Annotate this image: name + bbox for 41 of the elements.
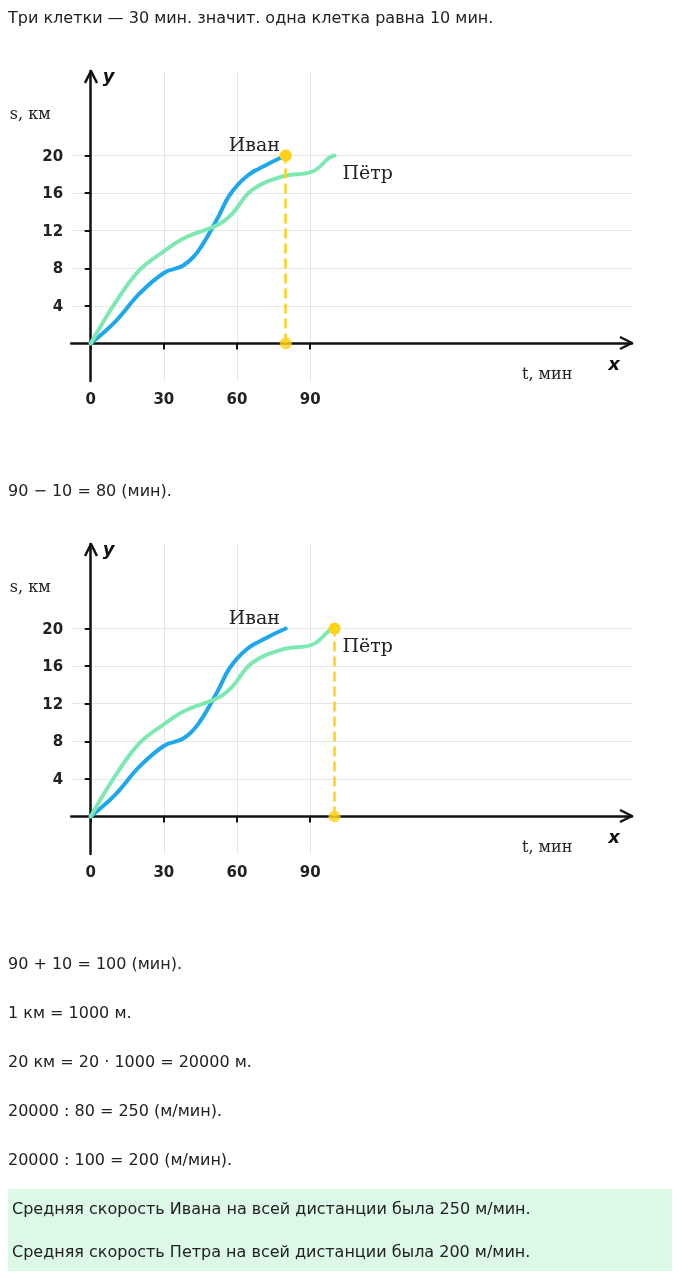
y-tick-label: 4	[52, 769, 64, 788]
text: Средняя скорость Ивана на всей дистанции была 250 м/мин.	[12, 1199, 532, 1218]
line-series	[88, 626, 288, 819]
text: 90 − 10 = 80 (мин).	[8, 481, 173, 500]
text: 20 км = 20 · 1000 = 20000 м.	[8, 1052, 253, 1071]
y-tick-label: 16	[42, 184, 64, 203]
y-axis-title: s, км	[9, 576, 51, 596]
series-label: Иван	[228, 132, 281, 155]
text: 20000 : 100 = 200 (м/мин).	[8, 1150, 234, 1169]
annotation: y	[102, 64, 116, 86]
chart-title: Три клетки — 30 мин. значит. одна клетка равна 10 мин.	[8, 8, 495, 27]
x-tick-label: 0	[85, 862, 96, 881]
annotation: x	[607, 825, 622, 847]
x-tick-label: 30	[153, 862, 175, 881]
x-axis-title: t, мин	[522, 363, 573, 383]
text: 1 км = 1000 м.	[8, 1003, 133, 1022]
series-label: Иван	[228, 605, 281, 628]
y-tick-label: 8	[52, 259, 64, 278]
y-axis-title: s, км	[9, 103, 51, 123]
text: Средняя скорость Петра на всей дистанции была 200 м/мин.	[12, 1242, 532, 1261]
y-tick-label: 12	[42, 221, 64, 240]
x-tick-label: 90	[299, 389, 321, 408]
y-tick-label: 20	[42, 619, 64, 638]
x-tick-label: 90	[299, 862, 321, 881]
x-axis-title: t, мин	[522, 836, 573, 856]
x-tick-label: 60	[226, 389, 248, 408]
x-tick-label: 60	[226, 862, 248, 881]
text: 20000 : 80 = 250 (м/мин).	[8, 1101, 223, 1120]
y-tick-label: 12	[42, 694, 64, 713]
y-tick-label: 4	[52, 296, 64, 315]
y-tick-label: 8	[52, 732, 64, 751]
text: 90 + 10 = 100 (мин).	[8, 954, 183, 973]
annotation: x	[607, 352, 622, 374]
y-tick-label: 16	[42, 657, 64, 676]
x-tick-label: 0	[85, 389, 96, 408]
y-tick-label: 20	[42, 146, 64, 165]
series-label: Пётр	[342, 160, 394, 183]
series-label: Пётр	[342, 633, 394, 656]
line-series	[88, 153, 337, 346]
annotation: y	[102, 537, 116, 559]
x-tick-label: 30	[153, 389, 175, 408]
